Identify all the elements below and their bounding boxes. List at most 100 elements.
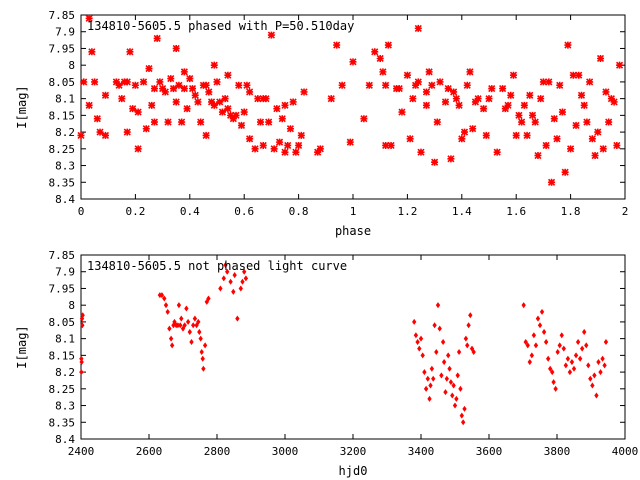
unphased-data-point (441, 359, 447, 366)
unphased-data-point (80, 312, 85, 319)
unphased-y-tick-label: 8.4 (55, 433, 75, 446)
unphased-data-point (167, 325, 172, 332)
unphased-y-tick-label: 8.15 (49, 349, 76, 362)
unphased-data-point (446, 352, 451, 359)
unphased-data-point (468, 312, 473, 319)
unphased-data-point (231, 288, 236, 295)
unphased-data-point (598, 369, 603, 376)
phased-data-point (101, 91, 110, 99)
phased-data-point (493, 148, 501, 156)
unphased-data-point (463, 335, 469, 342)
phased-y-tick-label: 7.95 (49, 42, 76, 55)
unphased-data-point (551, 379, 556, 386)
unphased-data-point (529, 352, 535, 359)
phased-x-tick-label: 2 (622, 205, 629, 218)
phased-data-point (520, 101, 528, 109)
unphased-data-point (577, 355, 583, 362)
phased-x-tick-label: 1 (350, 205, 357, 218)
phased-y-tick-label: 8.15 (49, 109, 76, 122)
unphased-x-tick-label: 4000 (612, 445, 639, 458)
phased-data-point (221, 95, 229, 103)
phased-data-point (537, 95, 545, 103)
phased-data-point (501, 105, 509, 113)
phased-data-point (150, 85, 159, 93)
unphased-x-tick-label: 3800 (544, 445, 571, 458)
phased-data-point (218, 108, 227, 116)
unphased-data-point (603, 338, 609, 345)
phased-data-point (224, 105, 232, 113)
phased-x-tick-label: 1.2 (397, 205, 417, 218)
unphased-data-point (413, 332, 419, 339)
phased-data-point (583, 118, 591, 126)
phased-data-point (145, 64, 153, 73)
phased-data-point (602, 88, 610, 96)
phased-x-tick-label: 0 (78, 205, 85, 218)
phased-data-point (542, 141, 550, 150)
phased-data-point (267, 31, 275, 39)
phased-data-point (142, 125, 150, 133)
unphased-data-point (187, 328, 192, 335)
phased-data-point (615, 61, 624, 69)
phased-data-point (286, 125, 295, 133)
phased-data-point (194, 98, 202, 106)
phased-data-point (379, 68, 387, 76)
unphased-data-point (425, 375, 430, 382)
unphased-data-point (79, 359, 84, 366)
unphased-data-point (163, 302, 169, 309)
phased-data-point (414, 24, 422, 32)
unphased-data-point (242, 268, 247, 275)
phased-data-point (575, 71, 583, 79)
phased-y-tick-label: 8.2 (55, 126, 75, 139)
phased-data-point (240, 108, 248, 116)
phased-data-point (178, 118, 186, 126)
phased-data-point (528, 111, 537, 119)
phased-x-tick-label: 1.4 (452, 205, 472, 218)
unphased-data-point (169, 342, 175, 349)
phased-data-point (411, 81, 420, 89)
unphased-data-point (418, 335, 424, 342)
phased-data-point (251, 145, 259, 153)
unphased-data-point (428, 382, 433, 389)
unphased-y-tick-label: 8.25 (49, 383, 76, 396)
unphased-data-point (198, 335, 203, 342)
phased-y-axis-label: I[mag] (15, 85, 29, 128)
unphased-x-tick-label: 3200 (340, 445, 367, 458)
unphased-data-point (586, 362, 591, 369)
phased-data-point (444, 85, 452, 93)
phased-data-point (202, 131, 210, 140)
phased-data-point (371, 48, 379, 56)
unphased-data-point (432, 322, 437, 329)
unphased-data-point (178, 322, 183, 329)
phased-data-point (246, 88, 254, 96)
unphased-data-point (452, 402, 458, 409)
phased-data-point (85, 101, 93, 109)
unphased-data-point (223, 262, 228, 269)
phased-data-point (534, 151, 542, 160)
phased-data-point (139, 78, 148, 86)
unphased-x-tick-label: 3000 (272, 445, 299, 458)
unphased-data-point (455, 372, 460, 379)
phased-y-tick-label: 8 (68, 59, 75, 72)
phased-data-point (85, 14, 93, 22)
unphased-y-tick-label: 8.3 (55, 400, 75, 413)
unphased-data-point (168, 335, 174, 342)
phased-data-point (295, 141, 303, 150)
phased-data-point (77, 131, 85, 140)
phased-data-point (479, 105, 488, 113)
phased-data-point (161, 88, 169, 96)
phased-data-point (297, 131, 305, 140)
unphased-data-point (439, 372, 444, 379)
phased-y-tick-label: 7.85 (49, 9, 76, 22)
unphased-data-point (553, 385, 558, 392)
phased-plot-title: 134810-5605.5 phased with P=50.510day (87, 19, 354, 33)
phased-data-point (134, 108, 142, 116)
unphased-data-point (427, 395, 432, 402)
phased-data-point (422, 101, 431, 109)
unphased-y-tick-label: 8.05 (49, 316, 76, 329)
unphased-y-tick-label: 7.9 (55, 266, 75, 279)
unphased-data-point (192, 315, 198, 322)
unphased-y-tick-label: 8.2 (55, 366, 75, 379)
phased-data-point (256, 118, 265, 126)
unphased-data-point (191, 322, 196, 329)
